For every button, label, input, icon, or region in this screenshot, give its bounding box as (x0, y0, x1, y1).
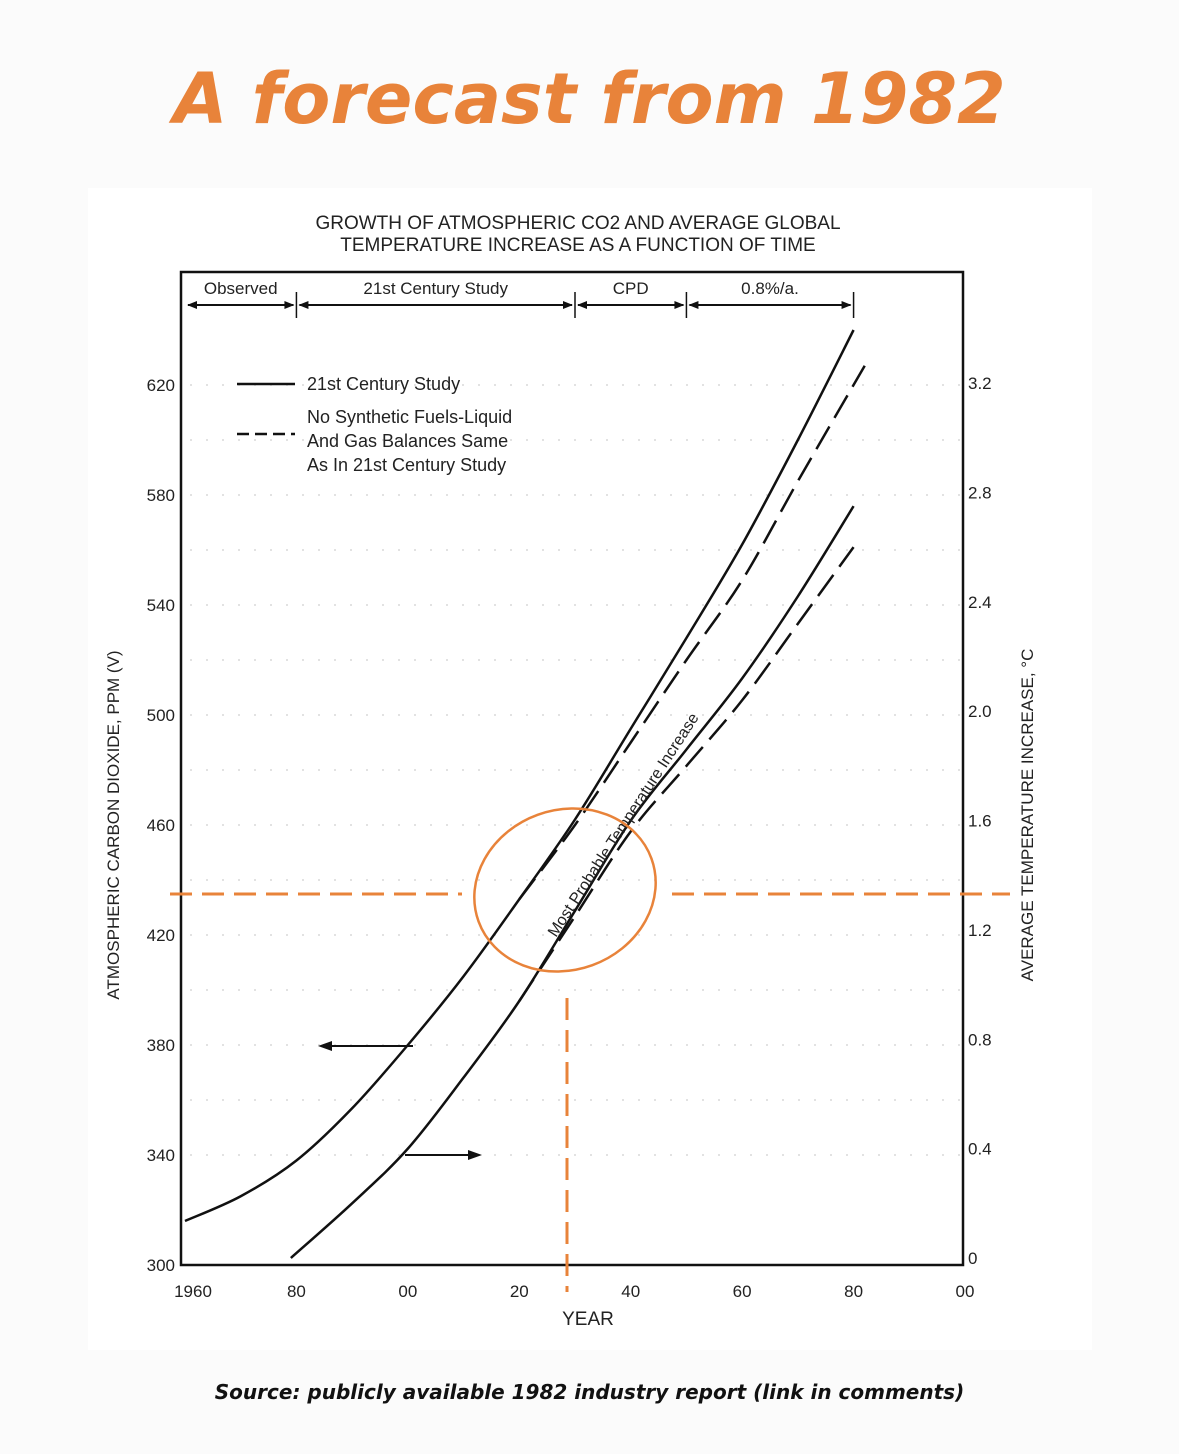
left-axis-arrow (318, 1041, 413, 1051)
x-tick-label: 40 (621, 1282, 640, 1301)
x-tick-label: 80 (287, 1282, 306, 1301)
temperature-dashed-line (518, 546, 855, 1002)
y-right-tick-label: 1.2 (968, 921, 992, 940)
faint-gridlines (190, 384, 960, 1156)
orange-highlight (170, 807, 1010, 1292)
y-left-tick-label: 580 (147, 486, 175, 505)
period-arrowhead (577, 301, 587, 309)
plot-frame (179, 270, 965, 1267)
y-left-tick-label: 460 (147, 816, 175, 835)
period-arrowhead (298, 301, 309, 309)
legend-solid-label: 21st Century Study (307, 374, 460, 394)
x-tick-label: 80 (844, 1282, 863, 1301)
chart-title-line1: GROWTH OF ATMOSPHERIC CO2 AND AVERAGE GL… (315, 213, 840, 234)
legend-dashed-label-3: As In 21st Century Study (307, 455, 506, 475)
right-axis-arrow (405, 1150, 482, 1160)
y-left-tick-label: 300 (147, 1256, 175, 1275)
x-tick-label: 20 (510, 1282, 529, 1301)
y-right-tick-label: 1.6 (968, 812, 992, 831)
chart-panel: GROWTH OF ATMOSPHERIC CO2 AND AVERAGE GL… (88, 188, 1092, 1350)
y-left-tick-label: 540 (147, 596, 175, 615)
highlight-circle (473, 807, 657, 973)
period-arrowhead (674, 301, 685, 309)
co2-dashed-line (518, 365, 866, 901)
y-left-axis-label: ATMOSPHERIC CARBON DIOXIDE, PPM (V) (104, 650, 123, 999)
y-right-tick-label: 3.2 (968, 374, 992, 393)
x-tick-label: 00 (956, 1282, 975, 1301)
period-label: 21st Century Study (363, 279, 508, 298)
period-arrowhead (284, 301, 295, 309)
temperature-solid-line (290, 505, 855, 1259)
y-left-tick-label: 340 (147, 1146, 175, 1165)
annotation-most-probable: Most Probable Temperature Increase (545, 710, 703, 940)
y-right-tick-label: 0.8 (968, 1030, 992, 1049)
legend-dashed-label-2: And Gas Balances Same (307, 431, 508, 451)
period-label: CPD (613, 279, 649, 298)
y-right-axis-label: AVERAGE TEMPERATURE INCREASE, °C (1018, 649, 1037, 982)
legend-dashed-label-1: No Synthetic Fuels-Liquid (307, 407, 512, 427)
y-left-tick-label: 620 (147, 376, 175, 395)
period-arrowhead (841, 301, 852, 309)
x-tick-label: 00 (398, 1282, 417, 1301)
chart: GROWTH OF ATMOSPHERIC CO2 AND AVERAGE GL… (104, 213, 1037, 1330)
period-arrowhead (688, 301, 699, 309)
headline: A forecast from 1982 (173, 58, 1006, 140)
y-left-tick-label: 380 (147, 1036, 175, 1055)
period-label: Observed (204, 279, 278, 298)
y-right-tick-label: 2.4 (968, 593, 992, 612)
period-bar: Observed 21st Century Study CPD 0.8%/a. (187, 279, 855, 318)
y-right-tick-label: 2.0 (968, 702, 992, 721)
x-tick-label: 60 (733, 1282, 752, 1301)
period-arrowhead (187, 301, 197, 309)
period-label: 0.8%/a. (741, 279, 799, 298)
y-right-tick-label: 0 (968, 1249, 977, 1268)
co2-solid-line (184, 329, 855, 1223)
x-axis-label: YEAR (562, 1309, 614, 1330)
y-right-tick-label: 0.4 (968, 1140, 992, 1159)
chart-title-line2: TEMPERATURE INCREASE AS A FUNCTION OF TI… (340, 235, 815, 256)
legend: 21st Century Study No Synthetic Fuels-Li… (237, 374, 512, 475)
source-footer: Source: publicly available 1982 industry… (214, 1380, 965, 1404)
y-left-tick-label: 500 (147, 706, 175, 725)
y-right-tick-label: 2.8 (968, 483, 992, 502)
y-left-tick-label: 420 (147, 926, 175, 945)
x-tick-label: 1960 (174, 1282, 212, 1301)
period-arrowhead (563, 301, 573, 309)
